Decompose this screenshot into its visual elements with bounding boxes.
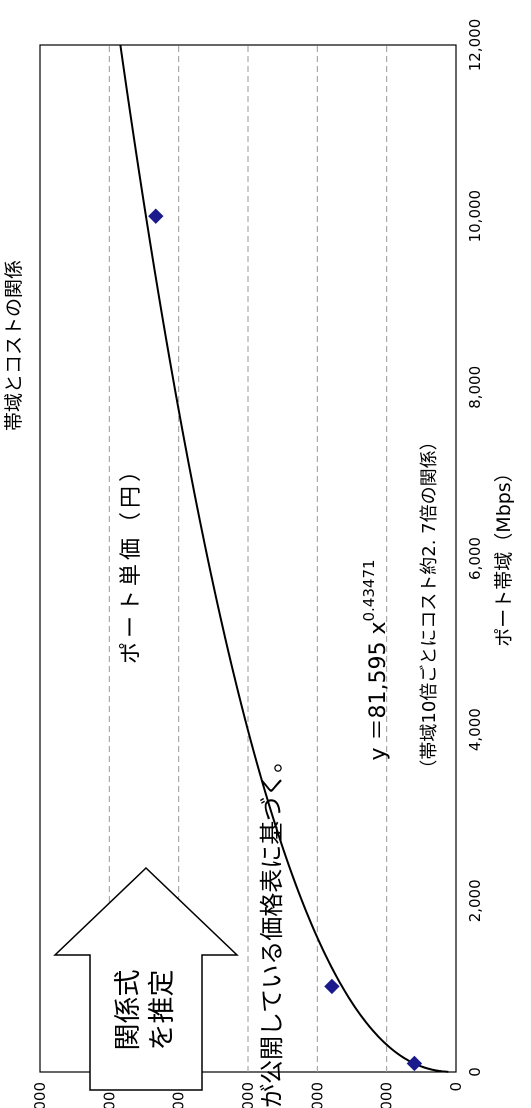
x-tick-label: 4,000 — [466, 708, 484, 751]
x-tick-label: 2,000 — [466, 879, 484, 922]
x-tick-label: 12,000 — [466, 19, 484, 72]
y-tick-label: 0 — [447, 1082, 465, 1092]
trendline-note: （帯域10倍ごとにコスト約2. 7倍の関係） — [419, 432, 440, 777]
source-footnote: が公開している価格表に基づく。 — [258, 749, 286, 1108]
y-tick-label: 1,000,000 — [378, 1082, 396, 1108]
chart-title: 帯域とコストの関係 — [3, 260, 25, 431]
data-point-diamond — [324, 978, 340, 995]
x-tick-labels: 0 2,000 4,000 6,000 8,000 10,000 12,000 — [466, 19, 484, 1077]
data-points — [148, 208, 423, 1072]
data-point-diamond — [148, 208, 164, 224]
trendline-curve — [119, 44, 449, 1073]
trendline-equation-exponent: 0.43471 — [360, 559, 378, 621]
y-tick-label: 6,000,000 — [31, 1082, 49, 1108]
x-axis-label: ポート帯域（Mbps） — [493, 463, 515, 646]
data-point-diamond — [406, 1055, 423, 1072]
callout-line1: 関係式 — [113, 970, 144, 1051]
x-tick-label: 6,000 — [466, 537, 484, 580]
callout-line2: を推定 — [147, 970, 178, 1051]
x-tick-label: 8,000 — [466, 366, 484, 409]
callout-arrow-shape — [53, 866, 239, 1091]
x-tick-label: 0 — [466, 1067, 484, 1077]
y-axis-label: ポート単価（円） — [119, 456, 144, 664]
trendline-equation-main: y ＝81,595 x — [366, 622, 391, 761]
y-tick-label: 2,000,000 — [308, 1082, 326, 1108]
trendline-equation: y ＝81,595 x0.43471 — [360, 559, 391, 760]
callout-arrow: 関係式 を推定 — [53, 866, 239, 1091]
x-tick-label: 10,000 — [466, 190, 484, 243]
y-tick-label: 3,000,000 — [239, 1082, 257, 1108]
bandwidth-cost-chart: 01,000,0002,000,0003,000,0004,000,0005,0… — [3, 19, 515, 1108]
